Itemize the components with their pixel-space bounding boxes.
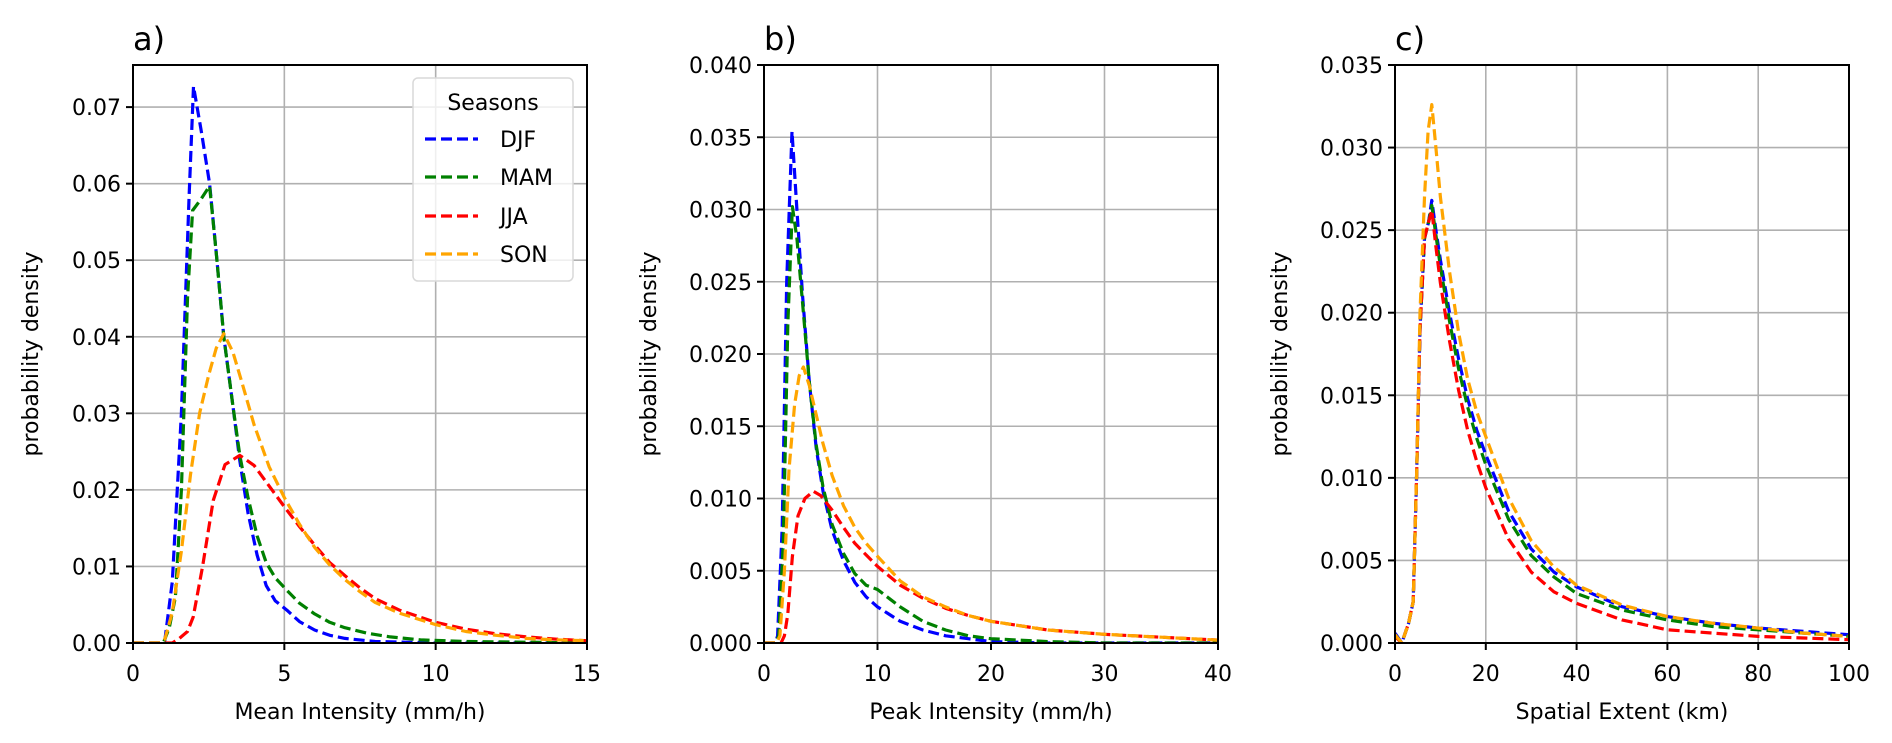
y-tick-label: 0.015 bbox=[1320, 384, 1383, 409]
y-tick-label: 0.05 bbox=[72, 249, 121, 274]
y-tick-label: 0.03 bbox=[72, 402, 121, 427]
legend-box bbox=[412, 77, 574, 282]
plot-frame bbox=[1394, 64, 1850, 644]
x-tick-label: 10 bbox=[864, 662, 892, 687]
x-tick-label: 100 bbox=[1828, 662, 1870, 687]
panel-title: a) bbox=[133, 20, 165, 58]
axis-ticks: 0 10 20 30 40 0.000 0.005 0.010 0.015 0.020 0.025 0… bbox=[689, 54, 1232, 687]
y-tick-label: 0.015 bbox=[689, 415, 752, 440]
y-tick-label: 0.04 bbox=[72, 326, 121, 351]
series-line-mam bbox=[1395, 203, 1849, 643]
panel-b: b) 0 10 20 30 40 0.000 0.005 0.010 0.015 0.020 0.0… bbox=[637, 20, 1232, 725]
y-tick-label: 0.010 bbox=[689, 488, 752, 513]
panel-a: a) 0 5 10 15 0.00 0.01 0.02 0.03 0.04 0.05 0.06 0.0… bbox=[19, 20, 601, 725]
y-tick-label: 0.000 bbox=[689, 632, 752, 657]
y-tick-label: 0.010 bbox=[1320, 467, 1383, 492]
legend-entry-jja: JJA bbox=[425, 205, 528, 230]
y-tick-label: 0.005 bbox=[1320, 549, 1383, 574]
legend-entry-djf: DJF bbox=[425, 128, 536, 153]
legend-entry-son: SON bbox=[425, 243, 548, 268]
y-tick-label: 0.040 bbox=[689, 54, 752, 79]
legend-label-mam: MAM bbox=[500, 166, 553, 191]
legend-entry-mam: MAM bbox=[425, 166, 553, 191]
series-group bbox=[1395, 102, 1849, 643]
y-axis-label: probability density bbox=[1268, 251, 1293, 456]
series-line-jja bbox=[1395, 208, 1849, 643]
y-tick-label: 0.00 bbox=[72, 632, 121, 657]
x-axis-label: Mean Intensity (mm/h) bbox=[234, 700, 485, 725]
y-tick-label: 0.025 bbox=[689, 271, 752, 296]
x-tick-label: 80 bbox=[1744, 662, 1772, 687]
series-line-son bbox=[1395, 102, 1849, 643]
legend-label-son: SON bbox=[500, 243, 548, 268]
gridlines bbox=[763, 64, 1219, 644]
y-axis-label: probability density bbox=[637, 251, 662, 456]
y-tick-label: 0.02 bbox=[72, 479, 121, 504]
y-tick-label: 0.000 bbox=[1320, 632, 1383, 657]
x-tick-label: 40 bbox=[1563, 662, 1591, 687]
y-tick-label: 0.020 bbox=[689, 343, 752, 368]
y-tick-label: 0.030 bbox=[689, 199, 752, 224]
panel-title: c) bbox=[1395, 20, 1425, 58]
y-tick-label: 0.01 bbox=[72, 555, 121, 580]
legend: Seasons DJF MAM JJA SON bbox=[412, 77, 574, 282]
axis-ticks: 0 5 10 15 0.00 0.01 0.02 0.03 0.04 0.05 0.06 0.07 bbox=[72, 96, 601, 687]
x-tick-label: 30 bbox=[1091, 662, 1119, 687]
series-line-son bbox=[764, 365, 1218, 643]
plot-frame bbox=[132, 64, 588, 644]
y-axis-label: probability density bbox=[19, 251, 44, 456]
x-tick-label: 20 bbox=[977, 662, 1005, 687]
series-line-djf bbox=[1395, 198, 1849, 643]
legend-title: Seasons bbox=[447, 91, 538, 116]
x-tick-label: 0 bbox=[1388, 662, 1402, 687]
x-axis-label: Peak Intensity (mm/h) bbox=[869, 700, 1112, 725]
series-line-mam bbox=[133, 184, 587, 643]
y-tick-label: 0.005 bbox=[689, 560, 752, 585]
x-tick-label: 0 bbox=[126, 662, 140, 687]
x-tick-label: 10 bbox=[422, 662, 450, 687]
legend-label-djf: DJF bbox=[500, 128, 536, 153]
y-tick-label: 0.035 bbox=[689, 126, 752, 151]
plot-frame bbox=[763, 64, 1219, 644]
x-tick-label: 60 bbox=[1653, 662, 1681, 687]
series-line-son bbox=[133, 332, 587, 643]
y-tick-label: 0.035 bbox=[1320, 54, 1383, 79]
y-tick-label: 0.030 bbox=[1320, 137, 1383, 162]
series-line-mam bbox=[764, 205, 1218, 643]
y-tick-label: 0.025 bbox=[1320, 219, 1383, 244]
x-tick-label: 20 bbox=[1472, 662, 1500, 687]
series-line-djf bbox=[133, 84, 587, 643]
x-tick-label: 40 bbox=[1204, 662, 1232, 687]
axis-ticks: 0 20 40 60 80 100 0.000 0.005 0.010 0.015 0.020 0.0… bbox=[1320, 54, 1870, 687]
x-tick-label: 5 bbox=[277, 662, 291, 687]
x-tick-label: 0 bbox=[757, 662, 771, 687]
y-tick-label: 0.06 bbox=[72, 173, 121, 198]
x-tick-label: 15 bbox=[573, 662, 601, 687]
x-axis-label: Spatial Extent (km) bbox=[1516, 700, 1729, 725]
panel-c: c) 0 20 40 60 80 100 0.000 0.005 0.010 0.015 0.020… bbox=[1268, 20, 1870, 725]
series-line-jja bbox=[133, 453, 587, 643]
series-group bbox=[764, 129, 1218, 643]
panel-title: b) bbox=[764, 20, 797, 58]
series-group bbox=[133, 84, 587, 643]
legend-label-jja: JJA bbox=[498, 205, 528, 230]
y-tick-label: 0.07 bbox=[72, 96, 121, 121]
y-tick-label: 0.020 bbox=[1320, 302, 1383, 327]
